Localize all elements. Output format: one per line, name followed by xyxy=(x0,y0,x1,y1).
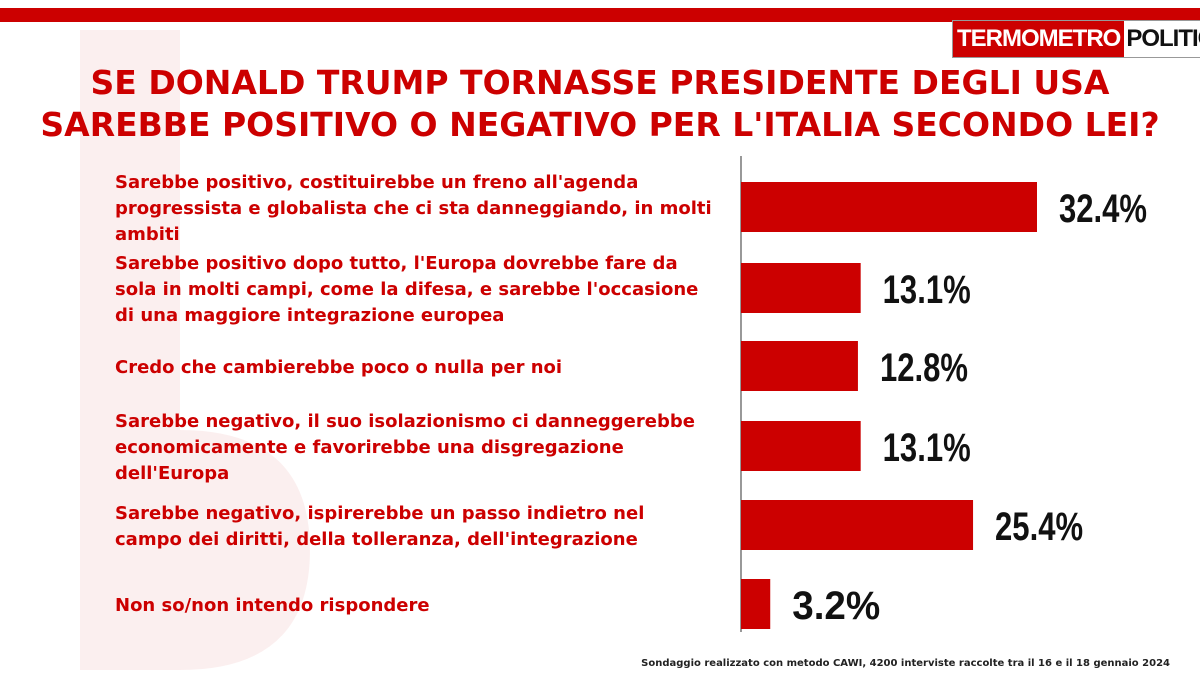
category-label-line: Credo che cambierebbe poco o nulla per n… xyxy=(115,357,562,378)
category-label-line: dell'Europa xyxy=(115,463,229,484)
value-label: 25.4% xyxy=(995,505,1083,549)
category-label-line: Sarebbe negativo, il suo isolazionismo c… xyxy=(115,411,695,432)
category-label-line: progressista e globalista che ci sta dan… xyxy=(115,198,712,219)
bar xyxy=(741,263,861,313)
value-label: 32.4% xyxy=(1059,187,1147,231)
survey-footnote: Sondaggio realizzato con metodo CAWI, 42… xyxy=(641,658,1170,669)
category-label-line: sola in molti campi, come la difesa, e s… xyxy=(115,279,698,300)
value-label: 13.1% xyxy=(883,268,971,312)
bar xyxy=(741,579,771,629)
value-label: 12.8% xyxy=(880,346,968,390)
top-red-bar xyxy=(0,8,1200,22)
category-label-line: Non so/non intendo rispondere xyxy=(115,595,430,616)
category-label-line: campo dei diritti, della tolleranza, del… xyxy=(115,529,638,550)
category-label-line: Sarebbe negativo, ispirerebbe un passo i… xyxy=(115,503,644,524)
logo-part1: TERMOMETRO xyxy=(953,21,1125,57)
category-label-line: ambiti xyxy=(115,224,180,245)
category-label-line: di una maggiore integrazione europea xyxy=(115,305,504,326)
chart-title-line1: SE DONALD TRUMP TORNASSE PRESIDENTE DEGL… xyxy=(90,63,1110,102)
category-label: Sarebbe positivo, costituirebbe un freno… xyxy=(115,172,712,245)
termometro-politico-logo: TERMOMETRO POLITICO xyxy=(952,20,1200,58)
category-label-line: Sarebbe positivo dopo tutto, l'Europa do… xyxy=(115,253,678,274)
bar xyxy=(741,182,1037,232)
category-label: Sarebbe negativo, il suo isolazionismo c… xyxy=(115,411,695,484)
bar xyxy=(741,500,974,550)
value-label: 3.2% xyxy=(792,584,880,628)
bar xyxy=(741,341,858,391)
bar xyxy=(741,421,861,471)
category-label-line: economicamente e favorirebbe una disgreg… xyxy=(115,437,624,458)
category-label: Non so/non intendo rispondere xyxy=(115,595,430,616)
category-label: Sarebbe negativo, ispirerebbe un passo i… xyxy=(115,503,644,550)
logo-part2: POLITICO xyxy=(1126,25,1200,52)
category-label: Sarebbe positivo dopo tutto, l'Europa do… xyxy=(115,253,698,326)
value-label: 13.1% xyxy=(883,426,971,470)
category-label-line: Sarebbe positivo, costituirebbe un freno… xyxy=(115,172,638,193)
category-label: Credo che cambierebbe poco o nulla per n… xyxy=(115,357,562,378)
chart-title-line2: SAREBBE POSITIVO O NEGATIVO PER L'ITALIA… xyxy=(40,105,1160,144)
